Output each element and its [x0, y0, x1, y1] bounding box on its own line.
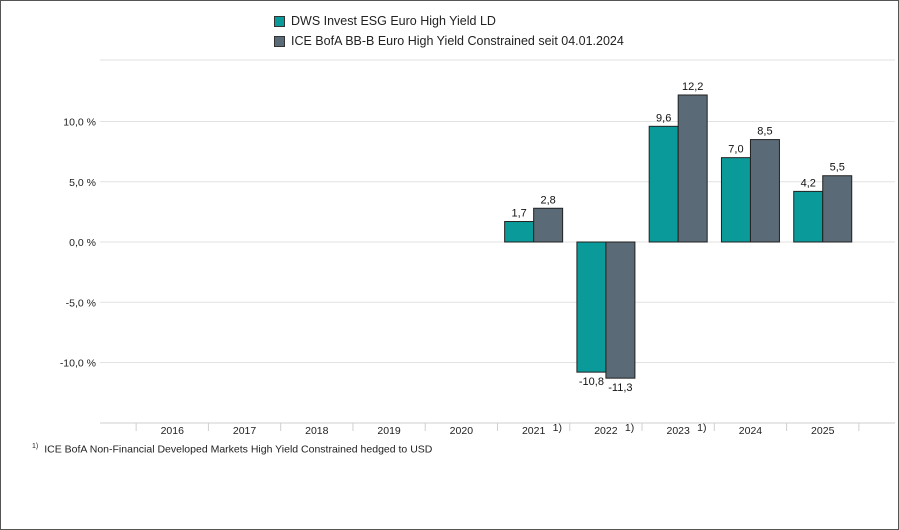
x-tick-label: 2018	[305, 425, 329, 437]
x-tick-label: 2019	[377, 425, 401, 437]
legend-swatch-benchmark	[274, 35, 285, 47]
x-tick-footnote-marker: 1)	[553, 422, 562, 434]
bar-benchmark-2025	[822, 175, 853, 243]
y-tick-label: 0,0 %	[69, 237, 96, 249]
bar-fund-2023	[648, 125, 679, 243]
chart-legend: DWS Invest ESG Euro High Yield LD ICE Bo…	[274, 11, 624, 51]
y-tick-label: 5,0 %	[69, 177, 96, 189]
bar-benchmark-2022	[605, 241, 636, 379]
bar-fund-2025	[793, 190, 824, 243]
data-label: 4,2	[801, 177, 816, 189]
data-label: 5,5	[830, 162, 845, 174]
bar-fund-2022	[576, 241, 607, 373]
x-tick-label: 2024	[739, 425, 763, 437]
x-tick-footnote-marker: 1)	[625, 422, 634, 434]
data-label: 1,7	[511, 208, 526, 220]
data-label: -11,3	[608, 382, 632, 394]
y-tick-label: 10,0 %	[63, 117, 96, 129]
bar-benchmark-2023	[677, 94, 708, 243]
y-tick-label: -5,0 %	[66, 297, 96, 309]
legend-item-fund: DWS Invest ESG Euro High Yield LD	[274, 11, 624, 31]
bar-benchmark-2021	[533, 207, 564, 243]
x-tick-label: 2025	[811, 425, 835, 437]
footnote-marker: 1)	[32, 443, 39, 450]
x-tick-label: 2016	[161, 425, 185, 437]
footnote-text: ICE BofA Non-Financial Developed Markets…	[44, 443, 433, 456]
x-tick-label: 2017	[233, 425, 257, 437]
data-label: -10,8	[579, 376, 604, 388]
footnote: 1) ICE BofA Non-Financial Developed Marke…	[32, 443, 432, 456]
legend-item-benchmark: ICE BofA BB-B Euro High Yield Constraine…	[274, 31, 624, 51]
legend-label-benchmark: ICE BofA BB-B Euro High Yield Constraine…	[291, 34, 624, 48]
legend-label-fund: DWS Invest ESG Euro High Yield LD	[291, 14, 496, 28]
bar-benchmark-2024	[749, 139, 780, 243]
data-label: 8,5	[757, 126, 772, 138]
x-tick-label: 2022	[594, 425, 618, 437]
data-label: 2,8	[540, 194, 555, 206]
data-label: 9,6	[656, 112, 671, 124]
x-tick-footnote-marker: 1)	[697, 422, 706, 434]
data-label: 7,0	[728, 144, 743, 156]
bar-fund-2021	[504, 221, 535, 243]
x-tick-label: 2021	[522, 425, 546, 437]
bar-fund-2024	[720, 157, 751, 243]
data-label: 12,2	[682, 81, 703, 93]
x-tick-label: 2023	[667, 425, 691, 437]
x-tick-label: 2020	[450, 425, 474, 437]
y-tick-label: -10,0 %	[60, 358, 96, 370]
legend-swatch-fund	[274, 15, 285, 27]
